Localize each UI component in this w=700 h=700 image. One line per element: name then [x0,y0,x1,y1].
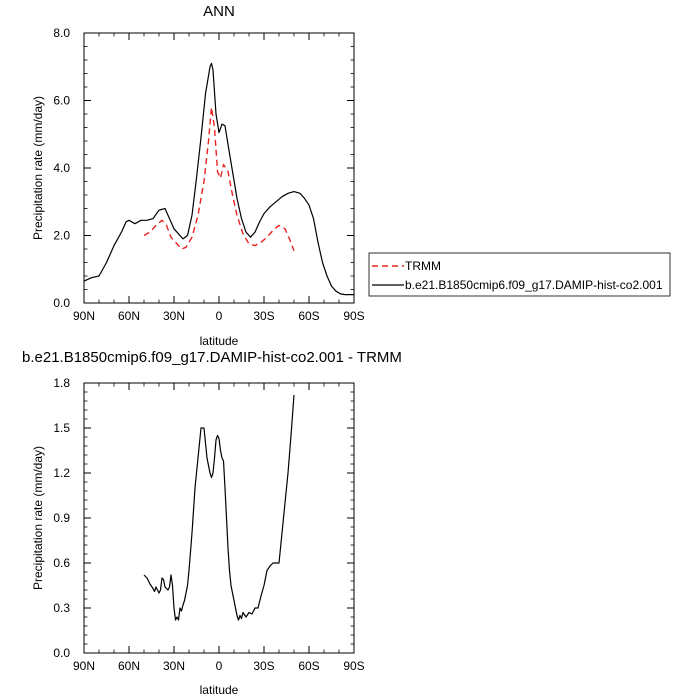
chart-panel-annual: ANN 90N 60N 30N 0 30S 60S 90S 0.02.04.06.08.0 … [31,3,365,348]
chart-title: ANN [203,3,235,20]
chart-title: b.e21.B1850cmip6.f09_g17.DAMIP-hist-co2.… [22,349,402,366]
y-tick-label: 4.0 [53,161,70,175]
y-tick-label: 6.0 [53,94,70,108]
y-tick-label: 0.3 [53,601,70,615]
tick-marks [83,32,355,304]
x-tick-label: 60S [298,659,319,673]
x-tick-label: 60N [118,659,140,673]
y-tick-label: 1.2 [53,466,70,480]
y-tick-labels: 0.0 2.0 4.0 6.0 8.0 [53,26,70,310]
x-tick-label: 90N [73,659,95,673]
y-tick-label: 0.9 [53,511,70,525]
x-tick-label: 60S [298,309,319,323]
x-tick-label: 90S [343,309,364,323]
legend-label-model: b.e21.B1850cmip6.f09_g17.DAMIP-hist-co2.… [405,278,663,292]
x-tick-label: 30N [163,309,185,323]
plot-frame [83,32,355,304]
series-line-model [143,394,295,621]
plot-frame [83,382,355,654]
chart-panel-difference: b.e21.B1850cmip6.f09_g17.DAMIP-hist-co2.… [22,349,402,697]
series-line-model [83,62,354,296]
series-lines [83,62,354,296]
x-tick-label: 90N [73,309,95,323]
legend-box [368,252,671,297]
y-tick-label: 1.5 [53,421,70,435]
y-axis-label: Precipitation rate (mm/day) [31,446,45,590]
series-line-trmm [143,106,295,251]
y-tick-label: 0.0 [53,646,70,660]
y-axis-label: Precipitation rate (mm/day) [31,96,45,240]
x-tick-label: 30S [253,309,274,323]
x-tick-label: 90S [343,659,364,673]
y-tick-label: 2.0 [53,229,70,243]
y-tick-label: 8.0 [53,26,70,40]
x-tick-label: 0 [216,309,223,323]
x-tick-label: 0 [216,659,223,673]
y-tick-label: 0.6 [53,556,70,570]
series-lines [143,394,295,621]
legend: TRMM b.e21.B1850cmip6.f09_g17.DAMIP-hist… [368,252,671,297]
x-axis-label: latitude [200,334,239,348]
x-tick-labels: 90N 60N 30N 0 30S 60S 90S [73,659,365,673]
x-tick-label: 30S [253,659,274,673]
x-axis-label: latitude [200,683,239,697]
tick-marks [83,382,355,654]
x-tick-label: 60N [118,309,140,323]
y-tick-labels: 0.0 0.3 0.6 0.9 1.2 1.5 1.8 [53,376,70,660]
x-tick-labels: 90N 60N 30N 0 30S 60S 90S [73,309,365,323]
legend-label-trmm: TRMM [405,259,441,273]
y-tick-label: 0.0 [53,296,70,310]
x-tick-label: 30N [163,659,185,673]
y-tick-label: 1.8 [53,376,70,390]
